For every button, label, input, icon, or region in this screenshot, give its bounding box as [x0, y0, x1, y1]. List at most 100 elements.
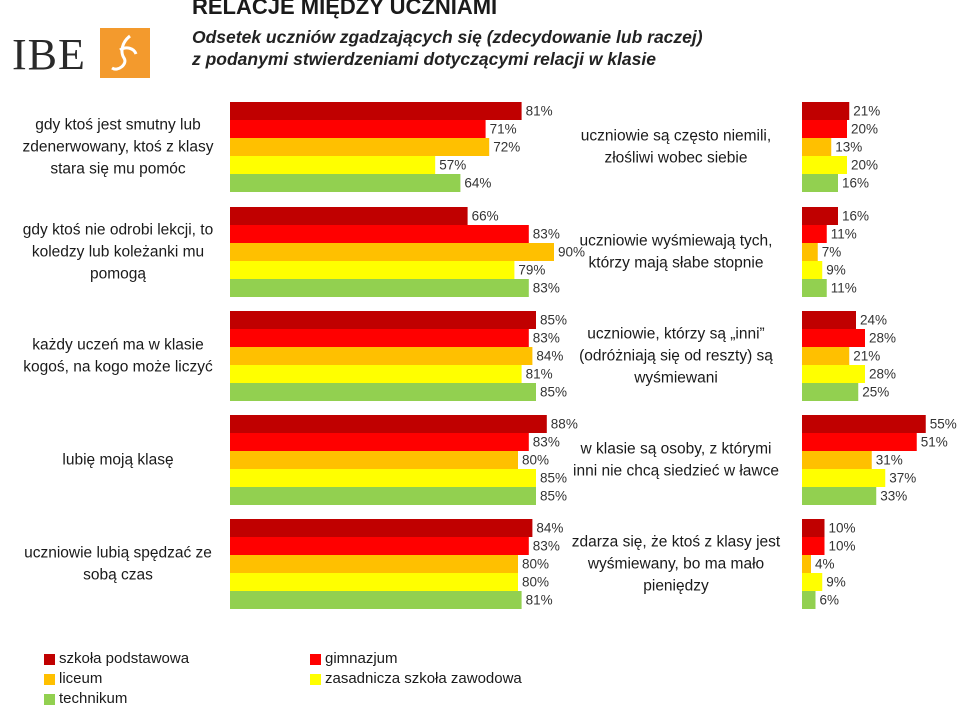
- data-label: 31%: [876, 453, 903, 468]
- legend-swatch: [310, 674, 321, 685]
- bar: [230, 261, 515, 279]
- data-label: 85%: [540, 385, 567, 400]
- data-label: 11%: [831, 227, 857, 242]
- bar: [230, 519, 533, 537]
- question-label: wyśmiewany, bo ma mało: [587, 556, 764, 573]
- question-label: zdenerwowany, ktoś z klasy: [23, 139, 214, 156]
- data-label: 83%: [533, 331, 560, 346]
- data-label: 28%: [869, 331, 896, 346]
- bar: [230, 415, 547, 433]
- data-label: 25%: [862, 385, 889, 400]
- bar: [802, 555, 811, 573]
- data-label: 83%: [533, 281, 560, 296]
- logo-swirl-icon: [111, 34, 138, 71]
- question-label: zdarza się, że ktoś z klasy jest: [572, 534, 781, 551]
- question-label: każdy uczeń ma w klasie: [32, 337, 203, 354]
- bar: [802, 225, 827, 243]
- data-label: 81%: [526, 367, 553, 382]
- data-label: 80%: [522, 575, 549, 590]
- legend-swatch: [44, 674, 55, 685]
- bar: [802, 261, 823, 279]
- bar: [802, 433, 917, 451]
- question-label: w klasie są osoby, z którymi: [580, 441, 772, 458]
- data-label: 9%: [826, 575, 846, 590]
- data-label: 83%: [533, 227, 560, 242]
- bar: [230, 433, 529, 451]
- data-label: 85%: [540, 471, 567, 486]
- data-label: 81%: [526, 593, 553, 608]
- legend-label: technikum: [59, 690, 128, 707]
- bar: [230, 383, 536, 401]
- question-label: gdy ktoś nie odrobi lekcji, to: [23, 222, 213, 239]
- bar: [230, 156, 436, 174]
- bar: [230, 207, 468, 225]
- question-label: uczniowie lubią spędzać ze: [24, 545, 212, 562]
- bar: [230, 469, 536, 487]
- question-label: uczniowie wyśmiewają tych,: [580, 233, 773, 250]
- bar: [802, 156, 847, 174]
- question-label: koledzy lub koleżanki mu: [32, 244, 204, 261]
- data-label: 21%: [853, 349, 880, 364]
- question-label: którzy mają słabe stopnie: [589, 255, 764, 272]
- question-label: złośliwi wobec siebie: [604, 150, 747, 167]
- bar: [230, 243, 554, 261]
- legend-label: szkoła podstawowa: [59, 650, 190, 667]
- data-label: 64%: [464, 176, 491, 191]
- bar: [802, 120, 847, 138]
- bar: [802, 451, 872, 469]
- question-label: inni nie chcą siedzieć w ławce: [573, 463, 779, 480]
- data-label: 88%: [551, 417, 578, 432]
- question-label: stara się mu pomóc: [50, 161, 185, 178]
- data-label: 20%: [851, 122, 878, 137]
- bar: [802, 347, 850, 365]
- data-label: 85%: [540, 489, 567, 504]
- question-label: (odróżniają się od reszty) są: [579, 348, 773, 365]
- data-label: 85%: [540, 313, 567, 328]
- data-label: 84%: [536, 349, 563, 364]
- bar: [230, 311, 536, 329]
- bar: [230, 555, 518, 573]
- data-label: 7%: [822, 245, 842, 260]
- question-label: sobą czas: [83, 567, 153, 584]
- bar: [230, 591, 522, 609]
- question-label: uczniowie są często niemili,: [581, 128, 771, 145]
- data-label: 80%: [522, 453, 549, 468]
- bar: [230, 279, 529, 297]
- data-label: 33%: [880, 489, 907, 504]
- bar: [802, 207, 838, 225]
- bar: [230, 347, 533, 365]
- data-label: 13%: [835, 140, 862, 155]
- data-label: 24%: [860, 313, 887, 328]
- question-label: pomogą: [90, 266, 146, 283]
- data-label: 9%: [826, 263, 846, 278]
- bar: [802, 138, 832, 156]
- data-label: 51%: [921, 435, 948, 450]
- subtitle-line-1: Odsetek uczniów zgadzających się (zdecyd…: [192, 27, 703, 47]
- data-label: 4%: [815, 557, 835, 572]
- bar: [802, 591, 816, 609]
- data-label: 57%: [439, 158, 466, 173]
- data-label: 16%: [842, 176, 869, 191]
- data-label: 21%: [853, 104, 880, 119]
- data-label: 10%: [829, 539, 856, 554]
- question-label: wyśmiewani: [633, 370, 718, 387]
- bar: [802, 279, 827, 297]
- bar: [230, 120, 486, 138]
- data-label: 80%: [522, 557, 549, 572]
- bar: [802, 487, 877, 505]
- data-label: 79%: [518, 263, 545, 278]
- legend-swatch: [310, 654, 321, 665]
- logo-mark: [100, 28, 150, 78]
- data-label: 28%: [869, 367, 896, 382]
- ibe-logo: IBE: [12, 28, 152, 84]
- question-label: pieniędzy: [643, 578, 709, 595]
- bar: [802, 102, 850, 120]
- question-label: uczniowie, którzy są „inni”: [587, 326, 764, 343]
- data-label: 84%: [536, 521, 563, 536]
- bar: [802, 537, 825, 555]
- legend-swatch: [44, 654, 55, 665]
- question-label: kogoś, na kogo może liczyć: [23, 359, 213, 376]
- bar: [230, 138, 490, 156]
- bar: [802, 329, 865, 347]
